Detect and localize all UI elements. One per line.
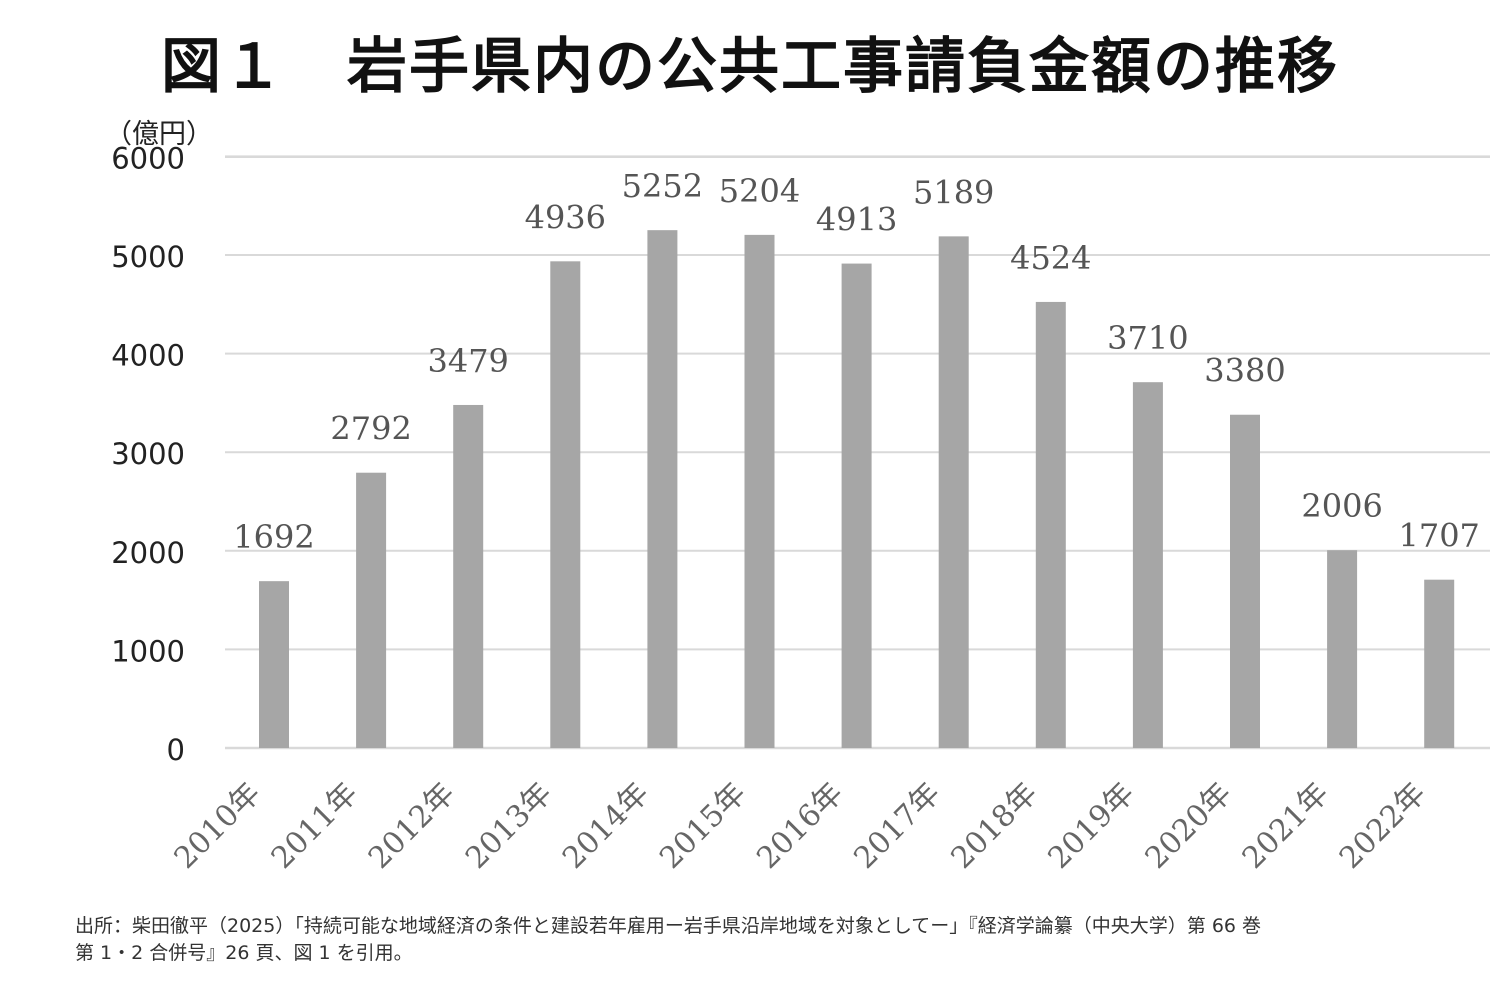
data-label: 3710 [1107, 319, 1188, 357]
x-tick-label: 2015年 [653, 776, 753, 876]
bar [1036, 302, 1066, 748]
y-tick-label: 4000 [111, 339, 185, 373]
data-label: 1707 [1398, 517, 1479, 555]
x-tick-label: 2020年 [1139, 776, 1239, 876]
bar [842, 264, 872, 748]
bar [1327, 550, 1357, 748]
y-axis-label: （億円） [105, 119, 213, 150]
x-tick-label: 2021年 [1236, 776, 1336, 876]
bar [1230, 415, 1260, 748]
x-tick-label: 2012年 [362, 776, 462, 876]
data-label: 5189 [913, 173, 994, 211]
bar [453, 405, 483, 748]
source-line-1: 出所：柴田徹平（2025）「持続可能な地域経済の条件と建設若年雇用ー岩手県沿岸地… [75, 913, 1455, 940]
x-tick-label: 2019年 [1042, 776, 1142, 876]
x-tick-label: 2022年 [1333, 776, 1433, 876]
data-label: 4524 [1010, 239, 1091, 277]
y-tick-label: 1000 [111, 634, 185, 668]
data-label: 5204 [719, 172, 800, 210]
data-label: 3479 [427, 342, 508, 380]
source-line-2: 第 1・2 合併号』26 頁、図 1 を引用。 [75, 940, 1455, 967]
bar [1133, 382, 1163, 748]
data-label: 1692 [233, 518, 314, 556]
x-axis-ticks: 2010年2011年2012年2013年2014年2015年2016年2017年… [168, 776, 1433, 876]
data-label: 4936 [525, 198, 606, 236]
bar [550, 261, 580, 748]
data-label: 5252 [622, 167, 703, 205]
y-tick-label: 3000 [111, 437, 185, 471]
data-label: 2792 [330, 410, 411, 448]
bar [259, 581, 289, 748]
bar [745, 235, 775, 748]
x-tick-label: 2010年 [168, 776, 268, 876]
source-note: 出所：柴田徹平（2025）「持続可能な地域経済の条件と建設若年雇用ー岩手県沿岸地… [75, 913, 1455, 967]
data-label: 4913 [816, 201, 897, 239]
bar [1424, 580, 1454, 748]
x-tick-label: 2018年 [945, 776, 1045, 876]
y-tick-label: 0 [167, 733, 185, 767]
bars [259, 230, 1454, 748]
x-tick-label: 2011年 [265, 776, 365, 876]
x-tick-label: 2014年 [556, 776, 656, 876]
data-label: 2006 [1301, 487, 1382, 525]
x-tick-label: 2013年 [459, 776, 559, 876]
bar [939, 236, 969, 748]
x-tick-label: 2016年 [750, 776, 850, 876]
bar [356, 473, 386, 748]
x-tick-label: 2017年 [847, 776, 947, 876]
y-tick-label: 2000 [111, 536, 185, 570]
data-label: 3380 [1204, 352, 1285, 390]
bar [647, 230, 677, 748]
y-tick-label: 5000 [111, 240, 185, 274]
